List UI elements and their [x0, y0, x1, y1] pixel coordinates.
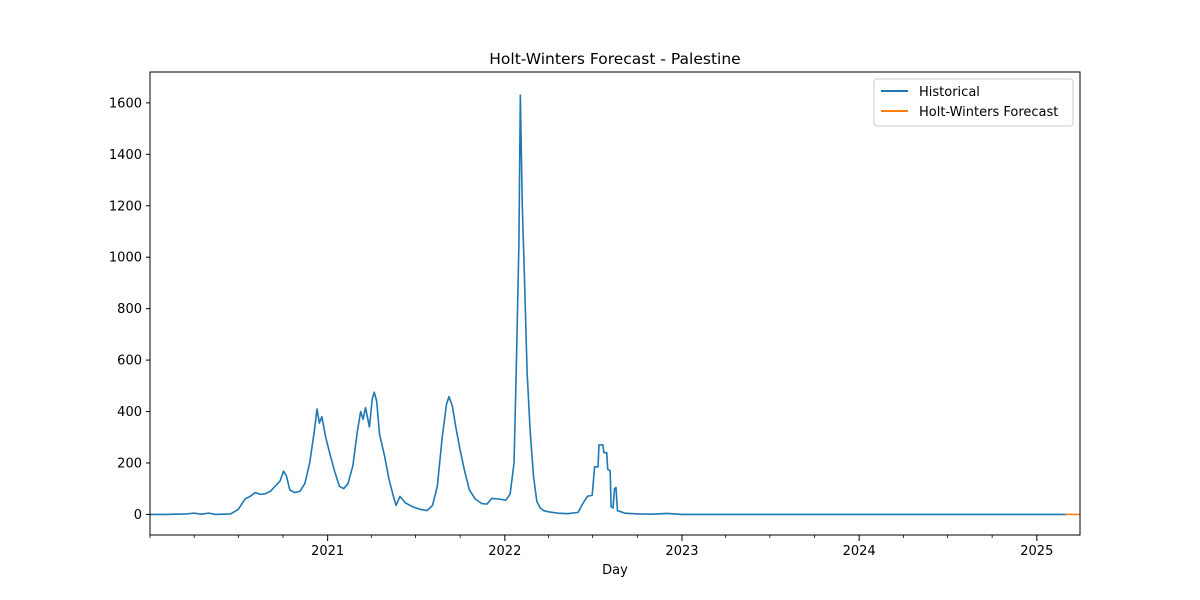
- y-tick-label: 600: [117, 354, 142, 369]
- series-line-historical: [150, 94, 1066, 516]
- axes-frame: [149, 71, 1081, 536]
- legend-box: [873, 78, 1074, 127]
- y-tick-label: 800: [117, 302, 142, 317]
- legend-label-historical: Historical: [919, 85, 980, 100]
- y-tick-label: 200: [117, 456, 142, 471]
- y-tick-label: 1400: [109, 148, 142, 163]
- y-tick-label: 1600: [109, 96, 142, 111]
- axes: 0 200 400 600 800 1000 1200 1400 1600 2021 2022 202…: [109, 71, 1081, 559]
- y-tick-label: 1000: [109, 251, 142, 266]
- x-tick-label: 2022: [488, 544, 521, 559]
- x-tick-label: 2021: [311, 544, 344, 559]
- chart-title: Holt-Winters Forecast - Palestine: [489, 50, 740, 68]
- x-tick-label: 2024: [843, 544, 876, 559]
- legend: Historical Holt-Winters Forecast: [873, 78, 1074, 127]
- y-tick-label: 400: [117, 405, 142, 420]
- x-axis-label: Day: [602, 563, 628, 578]
- x-tick-label: 2023: [665, 544, 698, 559]
- legend-label-forecast: Holt-Winters Forecast: [919, 105, 1058, 120]
- y-tick-label: 1200: [109, 199, 142, 214]
- y-tick-label: 0: [134, 508, 142, 523]
- plot-area: [150, 94, 1080, 516]
- x-tick-label: 2025: [1020, 544, 1053, 559]
